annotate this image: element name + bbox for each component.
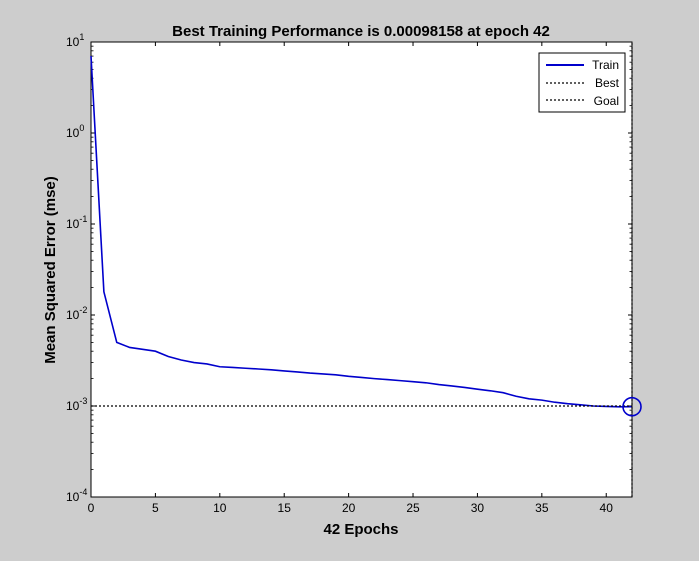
- y-tick-exponent: 1: [79, 32, 84, 42]
- series-train-line: [90, 56, 633, 408]
- x-tick-label: 0: [88, 501, 95, 515]
- x-tick-label: 10: [213, 501, 227, 515]
- y-tick-label: 101: [66, 32, 84, 49]
- y-tick-label: 10-2: [66, 305, 87, 322]
- series-layer: [90, 42, 642, 497]
- y-tick-exponent: -2: [79, 305, 87, 315]
- y-tick-base: 10: [66, 490, 80, 504]
- y-tick-exponent: -1: [79, 214, 87, 224]
- plot-area: [90, 41, 633, 498]
- legend-label-goal: Goal: [594, 94, 619, 108]
- x-tick-label: 40: [600, 501, 614, 515]
- y-tick-base: 10: [66, 126, 80, 140]
- y-tick-exponent: 0: [79, 123, 84, 133]
- best-epoch-marker: [622, 396, 642, 417]
- y-tick-label: 10-3: [66, 396, 87, 413]
- y-tick-label: 10-4: [66, 487, 87, 504]
- legend-label-best: Best: [595, 76, 620, 90]
- y-tick-exponent: -4: [79, 487, 87, 497]
- x-axis-ticks: 0 5 10 15 20 25 30 35 40: [88, 42, 614, 515]
- x-tick-label: 35: [535, 501, 549, 515]
- legend-box: [538, 52, 626, 113]
- chart-title: Best Training Performance is 0.00098158 …: [172, 23, 550, 40]
- legend: Train Best Goal: [538, 52, 626, 113]
- x-axis-label: 42 Epochs: [323, 521, 398, 538]
- x-tick-label: 30: [471, 501, 485, 515]
- x-tick-label: 5: [152, 501, 159, 515]
- y-tick-base: 10: [66, 35, 80, 49]
- y-tick-label: 10-1: [66, 214, 87, 231]
- x-tick-label: 20: [342, 501, 356, 515]
- x-tick-label: 15: [278, 501, 292, 515]
- y-tick-base: 10: [66, 308, 80, 322]
- y-axis-label: Mean Squared Error (mse): [42, 176, 59, 364]
- legend-label-train: Train: [592, 58, 619, 72]
- x-tick-label: 25: [406, 501, 420, 515]
- y-tick-exponent: -3: [79, 396, 87, 406]
- y-tick-label: 100: [66, 123, 84, 140]
- y-tick-base: 10: [66, 217, 80, 231]
- y-tick-base: 10: [66, 399, 80, 413]
